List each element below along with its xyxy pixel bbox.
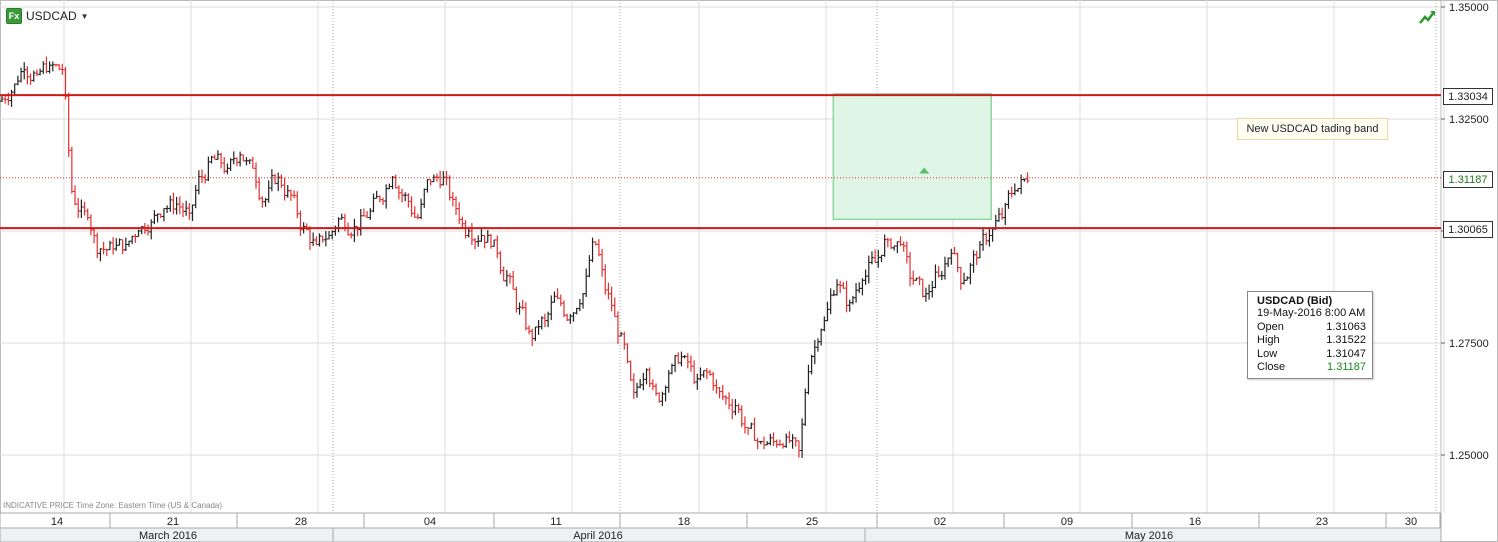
x-tick-label: 14 <box>51 516 63 528</box>
trading-band <box>832 93 992 221</box>
tooltip-label: Close <box>1257 361 1286 373</box>
tooltip-row-high: High 1.31522 <box>1257 334 1372 348</box>
fx-icon: Fx <box>6 8 22 24</box>
x-tick-label: 16 <box>1189 516 1201 528</box>
x-axis-week-strip <box>0 512 1442 529</box>
x-tick-label: 09 <box>1061 516 1073 528</box>
indicative-price-note: INDICATIVE PRICE Time Zone: Eastern Time… <box>3 501 223 510</box>
tooltip-row-close: Close 1.31187 <box>1257 361 1372 375</box>
up-marker-icon <box>919 167 930 174</box>
x-month-label: April 2016 <box>573 530 623 542</box>
lower-level-tag: 1.30065 <box>1443 221 1493 238</box>
x-tick-label: 18 <box>678 516 690 528</box>
last-price-tag: 1.31187 <box>1443 171 1493 188</box>
y-tick-label: 1.25000 <box>1449 450 1489 462</box>
x-tick-label: 30 <box>1405 516 1417 528</box>
y-tick-label: 1.27500 <box>1449 338 1489 350</box>
x-month-label: March 2016 <box>139 530 197 542</box>
x-tick-label: 02 <box>934 516 946 528</box>
chevron-down-icon[interactable]: ▼ <box>80 11 89 21</box>
symbol-label: USDCAD <box>26 9 77 23</box>
tooltip-label: Open <box>1257 320 1284 333</box>
trading-band-annotation: New USDCAD tading band <box>1237 118 1388 140</box>
y-tick-label: 1.32500 <box>1449 114 1489 126</box>
tooltip-value: 1.31063 <box>1326 320 1366 333</box>
y-tick-label: 1.35000 <box>1449 2 1489 14</box>
x-month-label: May 2016 <box>1125 530 1173 542</box>
trend-up-icon[interactable] <box>1418 9 1436 25</box>
x-tick-label: 04 <box>424 516 436 528</box>
tooltip-value: 1.31187 <box>1327 361 1366 373</box>
tooltip-label: High <box>1257 334 1280 346</box>
tooltip-row-low: Low 1.31047 <box>1257 348 1372 362</box>
x-tick-label: 11 <box>550 516 561 528</box>
x-tick-label: 28 <box>295 516 307 528</box>
tooltip-value: 1.31522 <box>1326 334 1366 346</box>
ohlc-tooltip: USDCAD (Bid) 19-May-2016 8:00 AM Open 1.3… <box>1247 291 1373 379</box>
x-axis-month-strip <box>0 527 1442 542</box>
tooltip-row-open: Open 1.31063 <box>1257 321 1372 335</box>
symbol-selector[interactable]: Fx USDCAD ▼ <box>6 6 89 26</box>
x-tick-label: 25 <box>806 516 818 528</box>
upper-level-tag: 1.33034 <box>1443 88 1493 105</box>
tooltip-value: 1.31047 <box>1326 347 1366 360</box>
tooltip-title: USDCAD (Bid) <box>1257 295 1333 307</box>
x-tick-label: 23 <box>1316 516 1328 528</box>
x-tick-label: 21 <box>167 516 179 528</box>
tooltip-label: Low <box>1257 347 1278 360</box>
ohlc-bars <box>0 56 1030 458</box>
tooltip-datetime: 19-May-2016 8:00 AM <box>1257 307 1366 319</box>
